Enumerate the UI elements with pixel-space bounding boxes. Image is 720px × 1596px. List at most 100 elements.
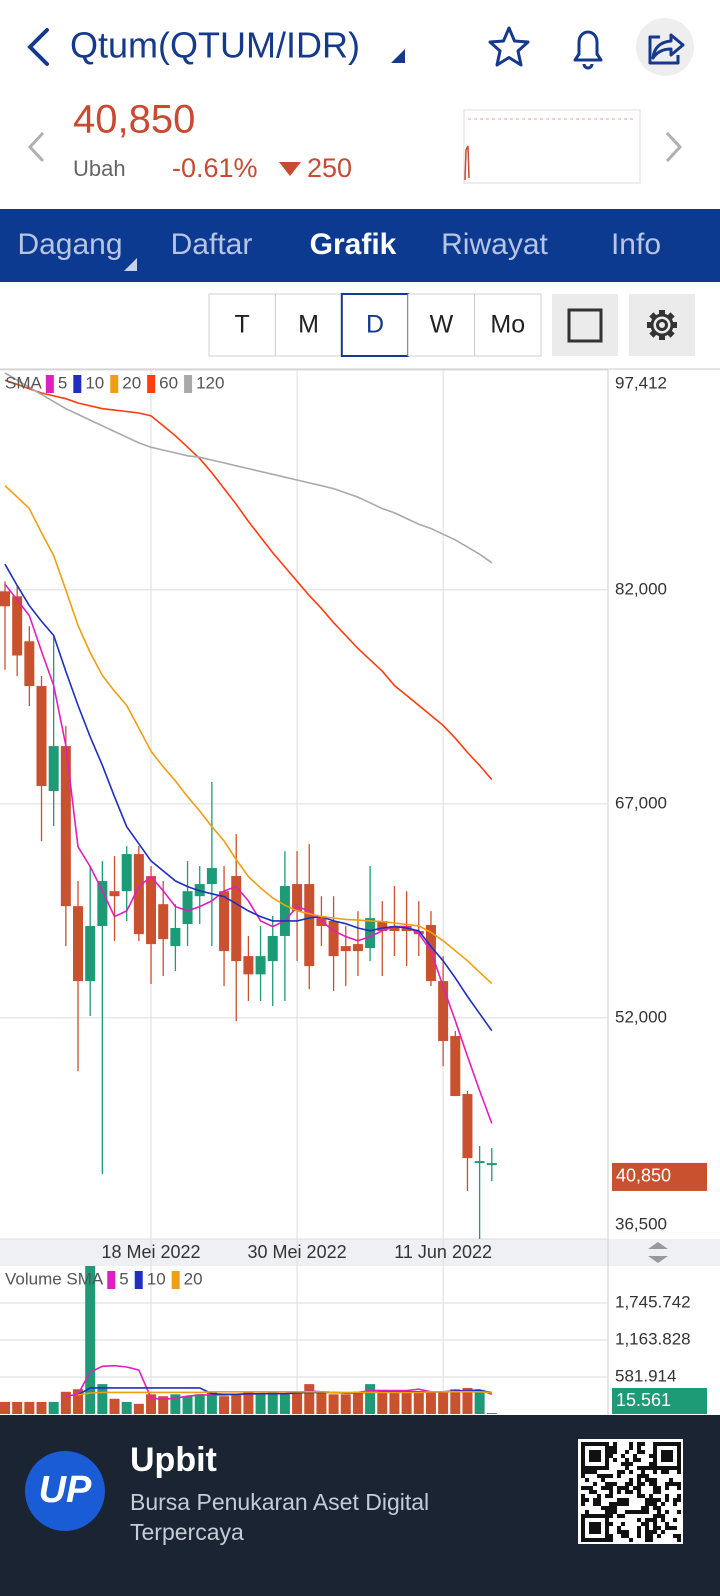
- last-volume-box: [612, 1388, 707, 1414]
- candle-body: [146, 876, 157, 945]
- qr-cell: [665, 1442, 669, 1446]
- logo: [25, 1451, 105, 1531]
- qr-cell: [609, 1502, 613, 1506]
- qr-cell: [601, 1478, 605, 1482]
- market-dropdown-icon[interactable]: [391, 49, 405, 63]
- settings-button[interactable]: [629, 294, 695, 356]
- resize-handle[interactable]: [648, 1242, 668, 1263]
- qr-cell: [673, 1526, 677, 1530]
- interval-button[interactable]: [274, 293, 343, 357]
- qr-cell: [629, 1478, 633, 1482]
- back-button[interactable]: [27, 28, 49, 66]
- qr-cell: [617, 1514, 621, 1518]
- legend-label: 10: [85, 373, 104, 392]
- tab[interactable]: Daftar: [171, 228, 253, 261]
- qr-cell: [669, 1454, 673, 1458]
- candle-body: [73, 906, 84, 982]
- qr-cell: [597, 1530, 601, 1534]
- prev-market[interactable]: [27, 131, 45, 163]
- price-legend: SMA 5 10 20 60 120: [5, 373, 224, 393]
- tab-bar: [0, 209, 720, 282]
- volume-bar: [279, 1394, 290, 1414]
- qr-cell: [637, 1466, 641, 1470]
- qr-cell: [653, 1502, 657, 1506]
- market-title[interactable]: Qtum(QTUM/IDR): [70, 25, 360, 66]
- volume-bar: [438, 1391, 449, 1414]
- current-price: 40,850: [73, 98, 195, 142]
- next-market[interactable]: [665, 131, 683, 163]
- qr-cell: [649, 1494, 653, 1498]
- qr-cell: [589, 1466, 593, 1470]
- interval-bar: T M D W Mo: [208, 293, 542, 357]
- qr-cell: [653, 1446, 657, 1450]
- qr-cell: [653, 1514, 657, 1518]
- candle-body: [462, 1094, 473, 1159]
- qr-cell: [589, 1522, 593, 1526]
- qr-cell: [609, 1446, 613, 1450]
- tab[interactable]: Dagang: [17, 228, 122, 261]
- interval-button[interactable]: [474, 293, 542, 357]
- volume-bar: [73, 1389, 84, 1414]
- qr-cell: [645, 1530, 649, 1534]
- volume-bar: [48, 1401, 59, 1414]
- last-price-label: 40,850: [616, 1166, 671, 1186]
- qr-cell: [661, 1442, 665, 1446]
- legend-swatch: [107, 1271, 116, 1289]
- qr-cell: [621, 1454, 625, 1458]
- tab[interactable]: Grafik: [310, 228, 397, 261]
- qr-cell: [589, 1450, 593, 1454]
- tab-dropdown-icon: [124, 258, 137, 271]
- qr-cell: [673, 1466, 677, 1470]
- qr-cell: [653, 1442, 657, 1446]
- logo-text: UP: [39, 1469, 92, 1511]
- qr-cell: [625, 1498, 629, 1502]
- qr-cell: [641, 1442, 645, 1446]
- candle-body: [97, 881, 108, 926]
- volume-bar: [413, 1391, 424, 1414]
- qr-cell: [597, 1450, 601, 1454]
- qr-cell: [601, 1466, 605, 1470]
- qr-cell: [637, 1478, 641, 1482]
- legend-label: 60: [159, 373, 178, 392]
- price-plot: [0, 372, 497, 1239]
- legend-swatch: [171, 1271, 180, 1289]
- candle-body: [219, 891, 230, 952]
- favorite-button[interactable]: [488, 26, 530, 67]
- volume-bar: [462, 1387, 473, 1414]
- tab[interactable]: Riwayat: [441, 228, 548, 261]
- qr-cell: [649, 1466, 653, 1470]
- candle-body: [24, 641, 35, 687]
- candle-body: [279, 886, 290, 936]
- qr-cell: [677, 1470, 681, 1474]
- qr-cell: [677, 1466, 681, 1470]
- qr-cell: [625, 1466, 629, 1470]
- volume-bar: [486, 1413, 497, 1414]
- qr-cell: [609, 1538, 613, 1542]
- volume-legend: Volume SMA 5 10 20: [5, 1269, 203, 1289]
- volume-bar: [60, 1391, 71, 1414]
- drawing-button[interactable]: [552, 294, 618, 356]
- qr-cell: [657, 1510, 661, 1514]
- qr-cell: [597, 1458, 601, 1462]
- volume-bar: [182, 1396, 193, 1414]
- tab[interactable]: Info: [611, 228, 661, 261]
- qr-cell: [613, 1482, 617, 1486]
- qr-cell: [653, 1470, 657, 1474]
- share-button[interactable]: [636, 18, 694, 76]
- qr-cell: [581, 1474, 585, 1478]
- alert-button[interactable]: [573, 30, 603, 70]
- qr-cell: [665, 1526, 669, 1530]
- interval-button[interactable]: [407, 293, 476, 357]
- qr-cell: [585, 1498, 589, 1502]
- candle-body: [12, 596, 23, 656]
- qr-cell: [669, 1458, 673, 1462]
- qr-cell: [605, 1526, 609, 1530]
- candle-body: [158, 904, 169, 940]
- qr-cell: [581, 1454, 585, 1458]
- last-price-box: [612, 1162, 707, 1191]
- interval-button[interactable]: [340, 293, 410, 357]
- qr-cell: [597, 1442, 601, 1446]
- qr-cell: [637, 1450, 641, 1454]
- qr-cell: [653, 1530, 657, 1534]
- qr-cell: [605, 1458, 609, 1462]
